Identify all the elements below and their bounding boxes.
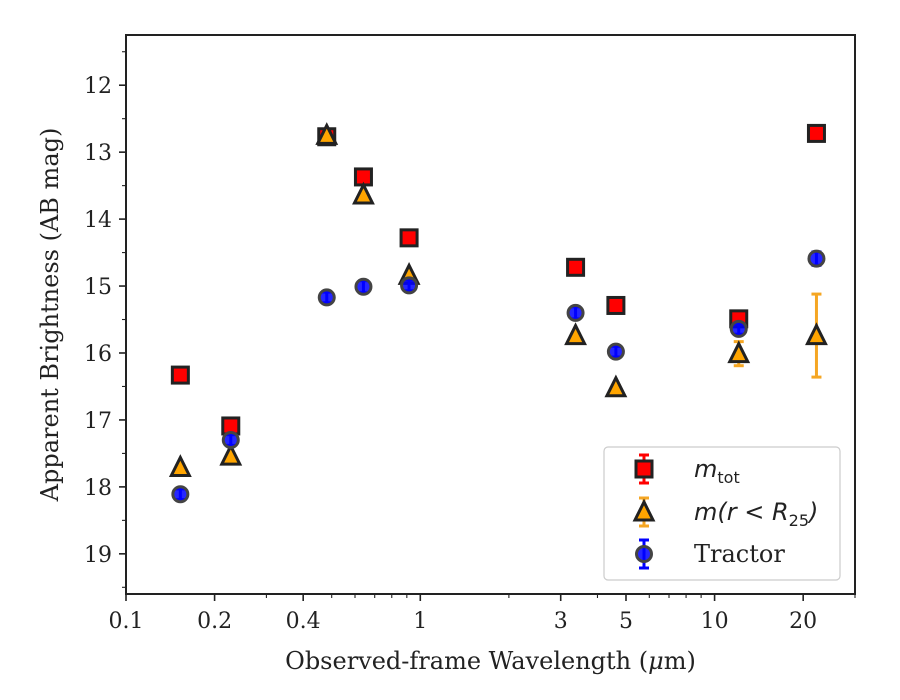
legend-entries: mtot m(r < R25) Tractor: [632, 453, 818, 570]
point-m-r25: [352, 181, 375, 205]
plot-layer: [168, 122, 828, 504]
legend-box: [603, 446, 841, 581]
x-tick-label: 5: [619, 609, 633, 634]
x-axis-label: Observed-frame Wavelength (μm): [285, 647, 696, 675]
y-tick-label: 15: [84, 275, 112, 300]
y-tick-label: 17: [84, 409, 112, 434]
point-m-r25: [564, 322, 587, 346]
legend: mtot m(r < R25) Tractor: [603, 446, 841, 581]
point-tractor: [221, 431, 240, 450]
point-m-r25-series: [168, 122, 828, 477]
legend-marker: [634, 459, 654, 479]
point-m-tot: [399, 228, 419, 248]
data-points: [168, 122, 828, 504]
plot-frame: [125, 34, 856, 595]
point-tractor: [171, 485, 190, 504]
legend-entry: Tractor: [635, 538, 785, 570]
y-tick-label: 14: [84, 208, 112, 233]
point-tractor: [566, 303, 585, 322]
point-m-tot: [606, 295, 626, 315]
legend-entry: m(r < R25): [632, 496, 818, 530]
y-tick-label: 18: [84, 476, 112, 501]
x-tick-label: 20: [789, 609, 817, 634]
point-m-tot: [806, 123, 826, 143]
legend-label: mtot: [694, 455, 740, 487]
legend-marker: [635, 545, 653, 563]
point-m-r25: [168, 454, 192, 477]
legend-label: m(r < R25): [694, 498, 818, 530]
point-tractor: [729, 319, 748, 338]
x-tick-label: 1: [413, 609, 427, 634]
point-m-r25: [805, 322, 828, 346]
legend-marker: [632, 498, 656, 522]
y-tick-label: 12: [84, 74, 112, 99]
point-tractor: [354, 277, 373, 296]
point-m-r25: [315, 122, 339, 145]
y-tick-label: 19: [84, 543, 112, 568]
x-tick-label: 0.4: [286, 609, 321, 634]
y-axis-label: Apparent Brightness (AB mag): [36, 128, 64, 503]
point-tractor: [317, 288, 336, 307]
x-tick-label: 0.2: [197, 609, 232, 634]
point-m-tot: [170, 365, 190, 385]
point-tractor-series: [171, 249, 826, 504]
y-tick-label: 13: [84, 141, 112, 166]
x-tick-label: 10: [701, 609, 729, 634]
point-tractor: [606, 342, 625, 361]
legend-entry: mtot: [634, 453, 740, 487]
point-tractor: [807, 249, 826, 268]
point-m-r25: [219, 442, 243, 466]
x-tick-label: 0.1: [109, 609, 144, 634]
point-m-tot-series: [170, 123, 826, 436]
point-m-r25: [604, 374, 628, 398]
x-tick-label: 3: [554, 609, 568, 634]
legend-label: Tractor: [694, 540, 785, 568]
point-tractor: [400, 276, 419, 295]
y-tick-label: 16: [84, 342, 112, 367]
point-m-tot: [566, 257, 586, 277]
point-m-r25: [727, 340, 751, 364]
